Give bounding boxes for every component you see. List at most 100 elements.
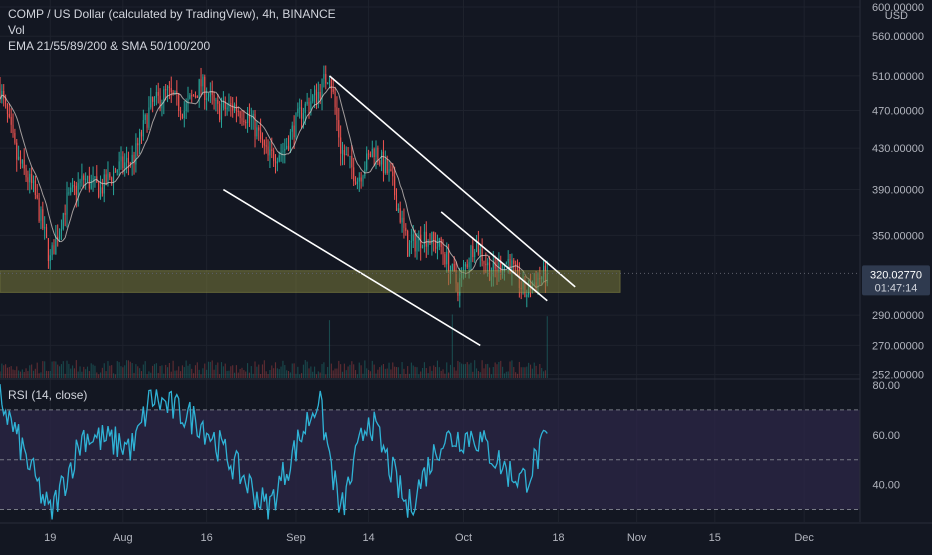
volume-bar xyxy=(360,365,362,378)
volume-bar xyxy=(114,374,116,378)
candle-body xyxy=(103,174,105,194)
volume-bar xyxy=(368,369,370,378)
candle-body xyxy=(176,91,178,94)
volume-bar xyxy=(198,369,200,378)
candle-body xyxy=(59,231,61,240)
candle-body xyxy=(315,89,318,103)
volume-bar xyxy=(444,373,446,378)
candle-body xyxy=(347,154,349,157)
candle-body xyxy=(429,241,431,244)
volume-bar xyxy=(213,369,215,378)
volume-bar xyxy=(200,374,202,378)
volume-bar xyxy=(59,366,61,378)
volume-bar xyxy=(239,368,241,378)
volume-bar xyxy=(431,370,433,378)
volume-bar xyxy=(45,370,48,378)
candle-body xyxy=(379,160,381,165)
volume-bar xyxy=(269,369,271,378)
volume-bar xyxy=(336,368,338,378)
candle-body xyxy=(183,111,185,119)
volume-bar xyxy=(295,373,297,378)
candle-body xyxy=(31,173,33,184)
candle-body xyxy=(247,114,249,124)
volume-bar xyxy=(487,363,489,378)
volume-bar xyxy=(165,364,167,378)
volume-bar xyxy=(301,373,303,378)
volume-bar xyxy=(62,361,64,378)
candle-body xyxy=(98,182,100,198)
candle-body xyxy=(129,162,131,164)
volume-bar xyxy=(72,365,74,378)
volume-bar xyxy=(397,367,399,378)
rsi-tick-label: 60.00 xyxy=(872,430,900,442)
volume-bar xyxy=(161,365,163,378)
volume-bar xyxy=(382,363,385,378)
candle-body xyxy=(42,209,44,229)
volume-bar xyxy=(392,362,394,378)
volume-bar xyxy=(51,361,53,378)
candle-body xyxy=(133,154,135,165)
volume-bar xyxy=(366,368,368,378)
volume-bar xyxy=(263,360,265,378)
volume-bar xyxy=(109,365,111,378)
volume-bar xyxy=(416,367,418,378)
volume-bar xyxy=(77,371,79,378)
candle-body xyxy=(416,240,418,252)
candle-body xyxy=(204,76,206,100)
candle-body xyxy=(414,234,416,252)
candle-body xyxy=(189,95,191,99)
candle-body xyxy=(425,231,427,247)
volume-bar xyxy=(3,365,5,378)
rsi-legend: RSI (14, close) xyxy=(8,388,88,402)
volume-bar xyxy=(401,362,403,378)
candle-body xyxy=(345,154,347,156)
volume-bar xyxy=(328,320,331,378)
candle-body xyxy=(477,242,479,255)
volume-bar xyxy=(317,371,319,378)
volume-bar xyxy=(25,368,27,378)
volume-bar xyxy=(19,371,22,378)
volume-bar xyxy=(312,371,314,378)
volume-bar xyxy=(60,364,62,378)
volume-bar xyxy=(384,368,386,378)
rsi-tick-label: 40.00 xyxy=(872,480,900,492)
support-zone xyxy=(0,270,621,293)
volume-bar xyxy=(172,360,174,378)
candle-body xyxy=(191,95,193,97)
volume-bar xyxy=(18,370,20,378)
volume-bar xyxy=(399,374,401,378)
volume-bar xyxy=(258,364,260,378)
volume-bar xyxy=(27,371,29,378)
volume-bar xyxy=(325,374,327,378)
volume-bar xyxy=(522,367,524,378)
volume-bar xyxy=(189,363,191,378)
volume-bar xyxy=(79,366,81,378)
candle-body xyxy=(165,89,167,91)
volume-bar xyxy=(81,371,83,378)
volume-bar xyxy=(394,366,396,378)
candle-body xyxy=(85,178,87,180)
candle-body xyxy=(18,156,20,160)
volume-bar xyxy=(287,370,290,378)
volume-bar xyxy=(297,366,299,378)
candle-body xyxy=(137,143,139,146)
candle-body xyxy=(254,113,256,137)
candle-body xyxy=(327,83,329,85)
candle-body xyxy=(40,209,42,221)
volume-bar xyxy=(170,371,172,378)
volume-bar xyxy=(332,370,334,378)
volume-bar xyxy=(47,371,49,378)
candle-body xyxy=(446,251,448,265)
time-tick-label: Oct xyxy=(455,532,472,544)
candle-body xyxy=(487,262,489,266)
volume-bar xyxy=(330,363,332,378)
candle-body xyxy=(243,120,245,123)
candle-body xyxy=(127,157,129,163)
volume-bar xyxy=(180,371,182,378)
volume-bar xyxy=(137,366,139,378)
time-tick-label: 14 xyxy=(362,532,374,544)
candle-body xyxy=(122,156,124,169)
volume-bar xyxy=(464,363,466,378)
candle-body xyxy=(451,263,453,271)
